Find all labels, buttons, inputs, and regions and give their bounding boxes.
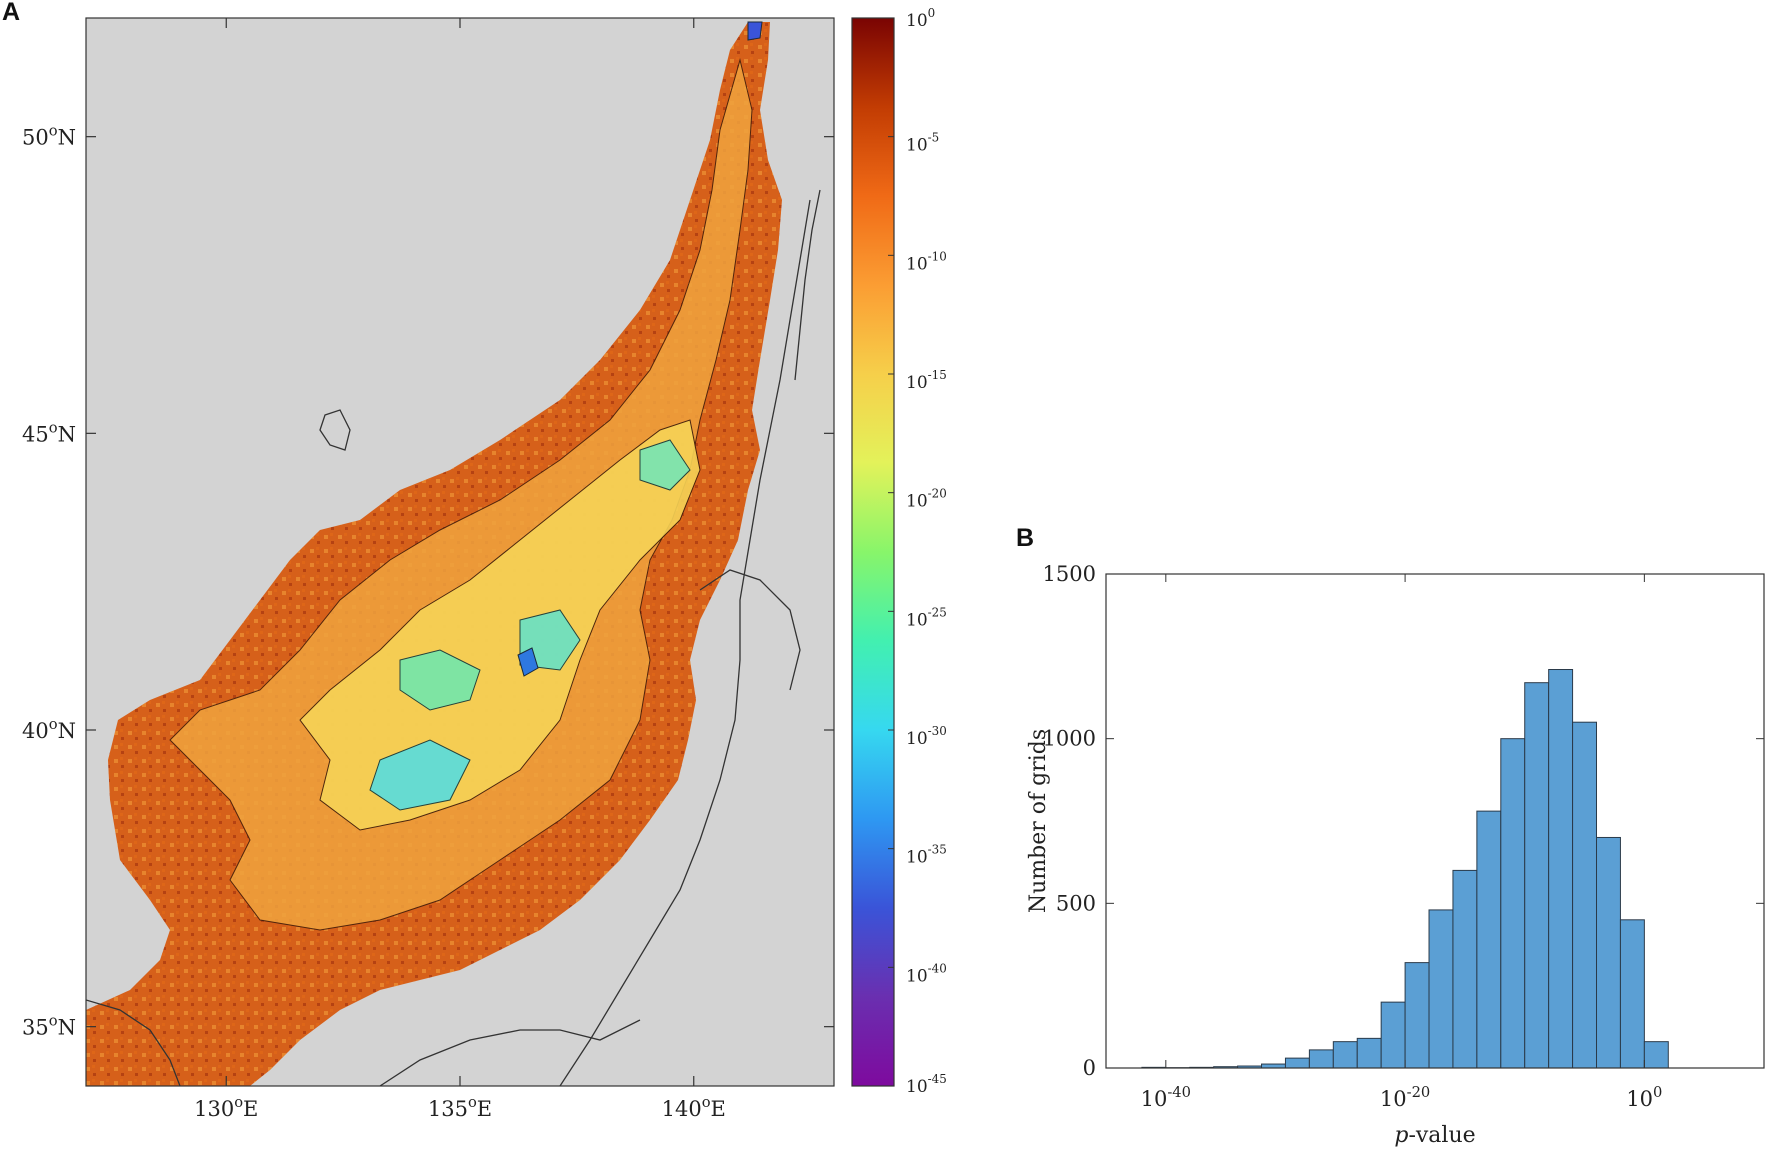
sea-zone-very-strong-1 bbox=[399, 649, 481, 711]
map-y-tick-label: 40oN bbox=[22, 716, 76, 743]
histogram-x-tick-label: 10-20 bbox=[1380, 1084, 1430, 1111]
sea-zone-very-strong-2 bbox=[369, 739, 471, 811]
histogram-bar bbox=[1476, 810, 1502, 1069]
sea-zone-strong bbox=[299, 419, 701, 831]
histogram-bar bbox=[1452, 869, 1478, 1069]
colorbar-tick-label: 10-45 bbox=[906, 1072, 947, 1097]
colorbar-tick-label: 10-5 bbox=[906, 131, 939, 156]
histogram-y-tick-label: 1500 bbox=[1043, 562, 1096, 586]
histogram-x-axis-label-rest: -value bbox=[1408, 1123, 1475, 1148]
histogram-bar bbox=[1548, 669, 1574, 1069]
histogram-bar bbox=[1596, 836, 1621, 1069]
map-axes: 130oE 135oE 140oE 35oN 40oN 45oN 50oN bbox=[22, 18, 834, 1121]
histogram-axes: 0 500 1000 1500 10-40 10-20 100 bbox=[1043, 562, 1764, 1111]
histogram-bar bbox=[1284, 1057, 1310, 1069]
colorbar-tick-label: 10-35 bbox=[906, 843, 947, 868]
colorbar-tick-label: 10-30 bbox=[906, 724, 947, 749]
panel-b-label: B bbox=[1016, 524, 1035, 552]
histogram-bar bbox=[1332, 1041, 1358, 1069]
colorbar-tick-label: 10-20 bbox=[906, 487, 947, 512]
histogram-panel bbox=[1141, 669, 1669, 1069]
histogram-y-tick-label: 500 bbox=[1056, 891, 1096, 915]
map-y-tick-label: 45oN bbox=[22, 419, 76, 446]
histogram-bar bbox=[1572, 721, 1598, 1069]
colorbar-tick-label: 10-25 bbox=[906, 605, 947, 630]
histogram-x-tick-label: 10-40 bbox=[1141, 1084, 1191, 1111]
map-x-tick-label: 130oE bbox=[194, 1094, 258, 1121]
histogram-x-axis-label: p-value bbox=[1394, 1123, 1475, 1148]
sea-zone-very-strong-4 bbox=[639, 439, 691, 491]
coastline-korea bbox=[86, 999, 181, 1086]
colorbar-tick-label: 10-15 bbox=[906, 368, 947, 393]
histogram-bar bbox=[1500, 738, 1526, 1069]
histogram-x-axis-label-italic: p bbox=[1394, 1123, 1408, 1148]
histogram-y-axis-label: Number of grids bbox=[1026, 729, 1051, 913]
map-x-tick-label: 135oE bbox=[428, 1094, 492, 1121]
colorbar-tick-label: 10-40 bbox=[906, 961, 947, 986]
histogram-x-tick-label: 100 bbox=[1626, 1084, 1662, 1111]
map-x-tick-label: 140oE bbox=[662, 1094, 726, 1121]
histogram-y-tick-label: 0 bbox=[1083, 1056, 1096, 1080]
sea-zone-extreme bbox=[517, 647, 539, 677]
histogram-bar bbox=[1619, 919, 1645, 1069]
coastline-japan bbox=[559, 199, 811, 1086]
histogram-bar bbox=[1428, 909, 1454, 1069]
histogram-bar bbox=[1404, 962, 1430, 1069]
histogram-y-tick-label: 1000 bbox=[1043, 727, 1096, 751]
histogram-bar bbox=[1308, 1049, 1334, 1069]
histogram-frame bbox=[1105, 573, 1765, 1069]
histogram-bar bbox=[1380, 1001, 1406, 1069]
colorbar-tick-label: 10-10 bbox=[906, 249, 947, 274]
island-small bbox=[319, 409, 351, 451]
coastline-sakhalin bbox=[794, 189, 821, 381]
panel-a-label: A bbox=[2, 0, 21, 26]
map-y-tick-label: 35oN bbox=[22, 1013, 76, 1040]
coastline-honshu-south bbox=[379, 1019, 641, 1086]
colorbar-tick-label: 100 bbox=[906, 6, 935, 31]
map-y-tick-label: 50oN bbox=[22, 123, 76, 150]
histogram-bar bbox=[1356, 1037, 1382, 1069]
histogram-bar bbox=[1643, 1041, 1669, 1069]
coastline-hokkaido bbox=[699, 569, 801, 691]
sea-zone-extreme-north bbox=[747, 21, 763, 41]
histogram-bar bbox=[1524, 682, 1550, 1069]
colorbar-ticks: 100 10-5 10-10 10-15 10-20 10-25 10-30 10-35 10-… bbox=[888, 6, 947, 1097]
map-panel bbox=[86, 18, 834, 1086]
colorbar bbox=[851, 17, 895, 1087]
